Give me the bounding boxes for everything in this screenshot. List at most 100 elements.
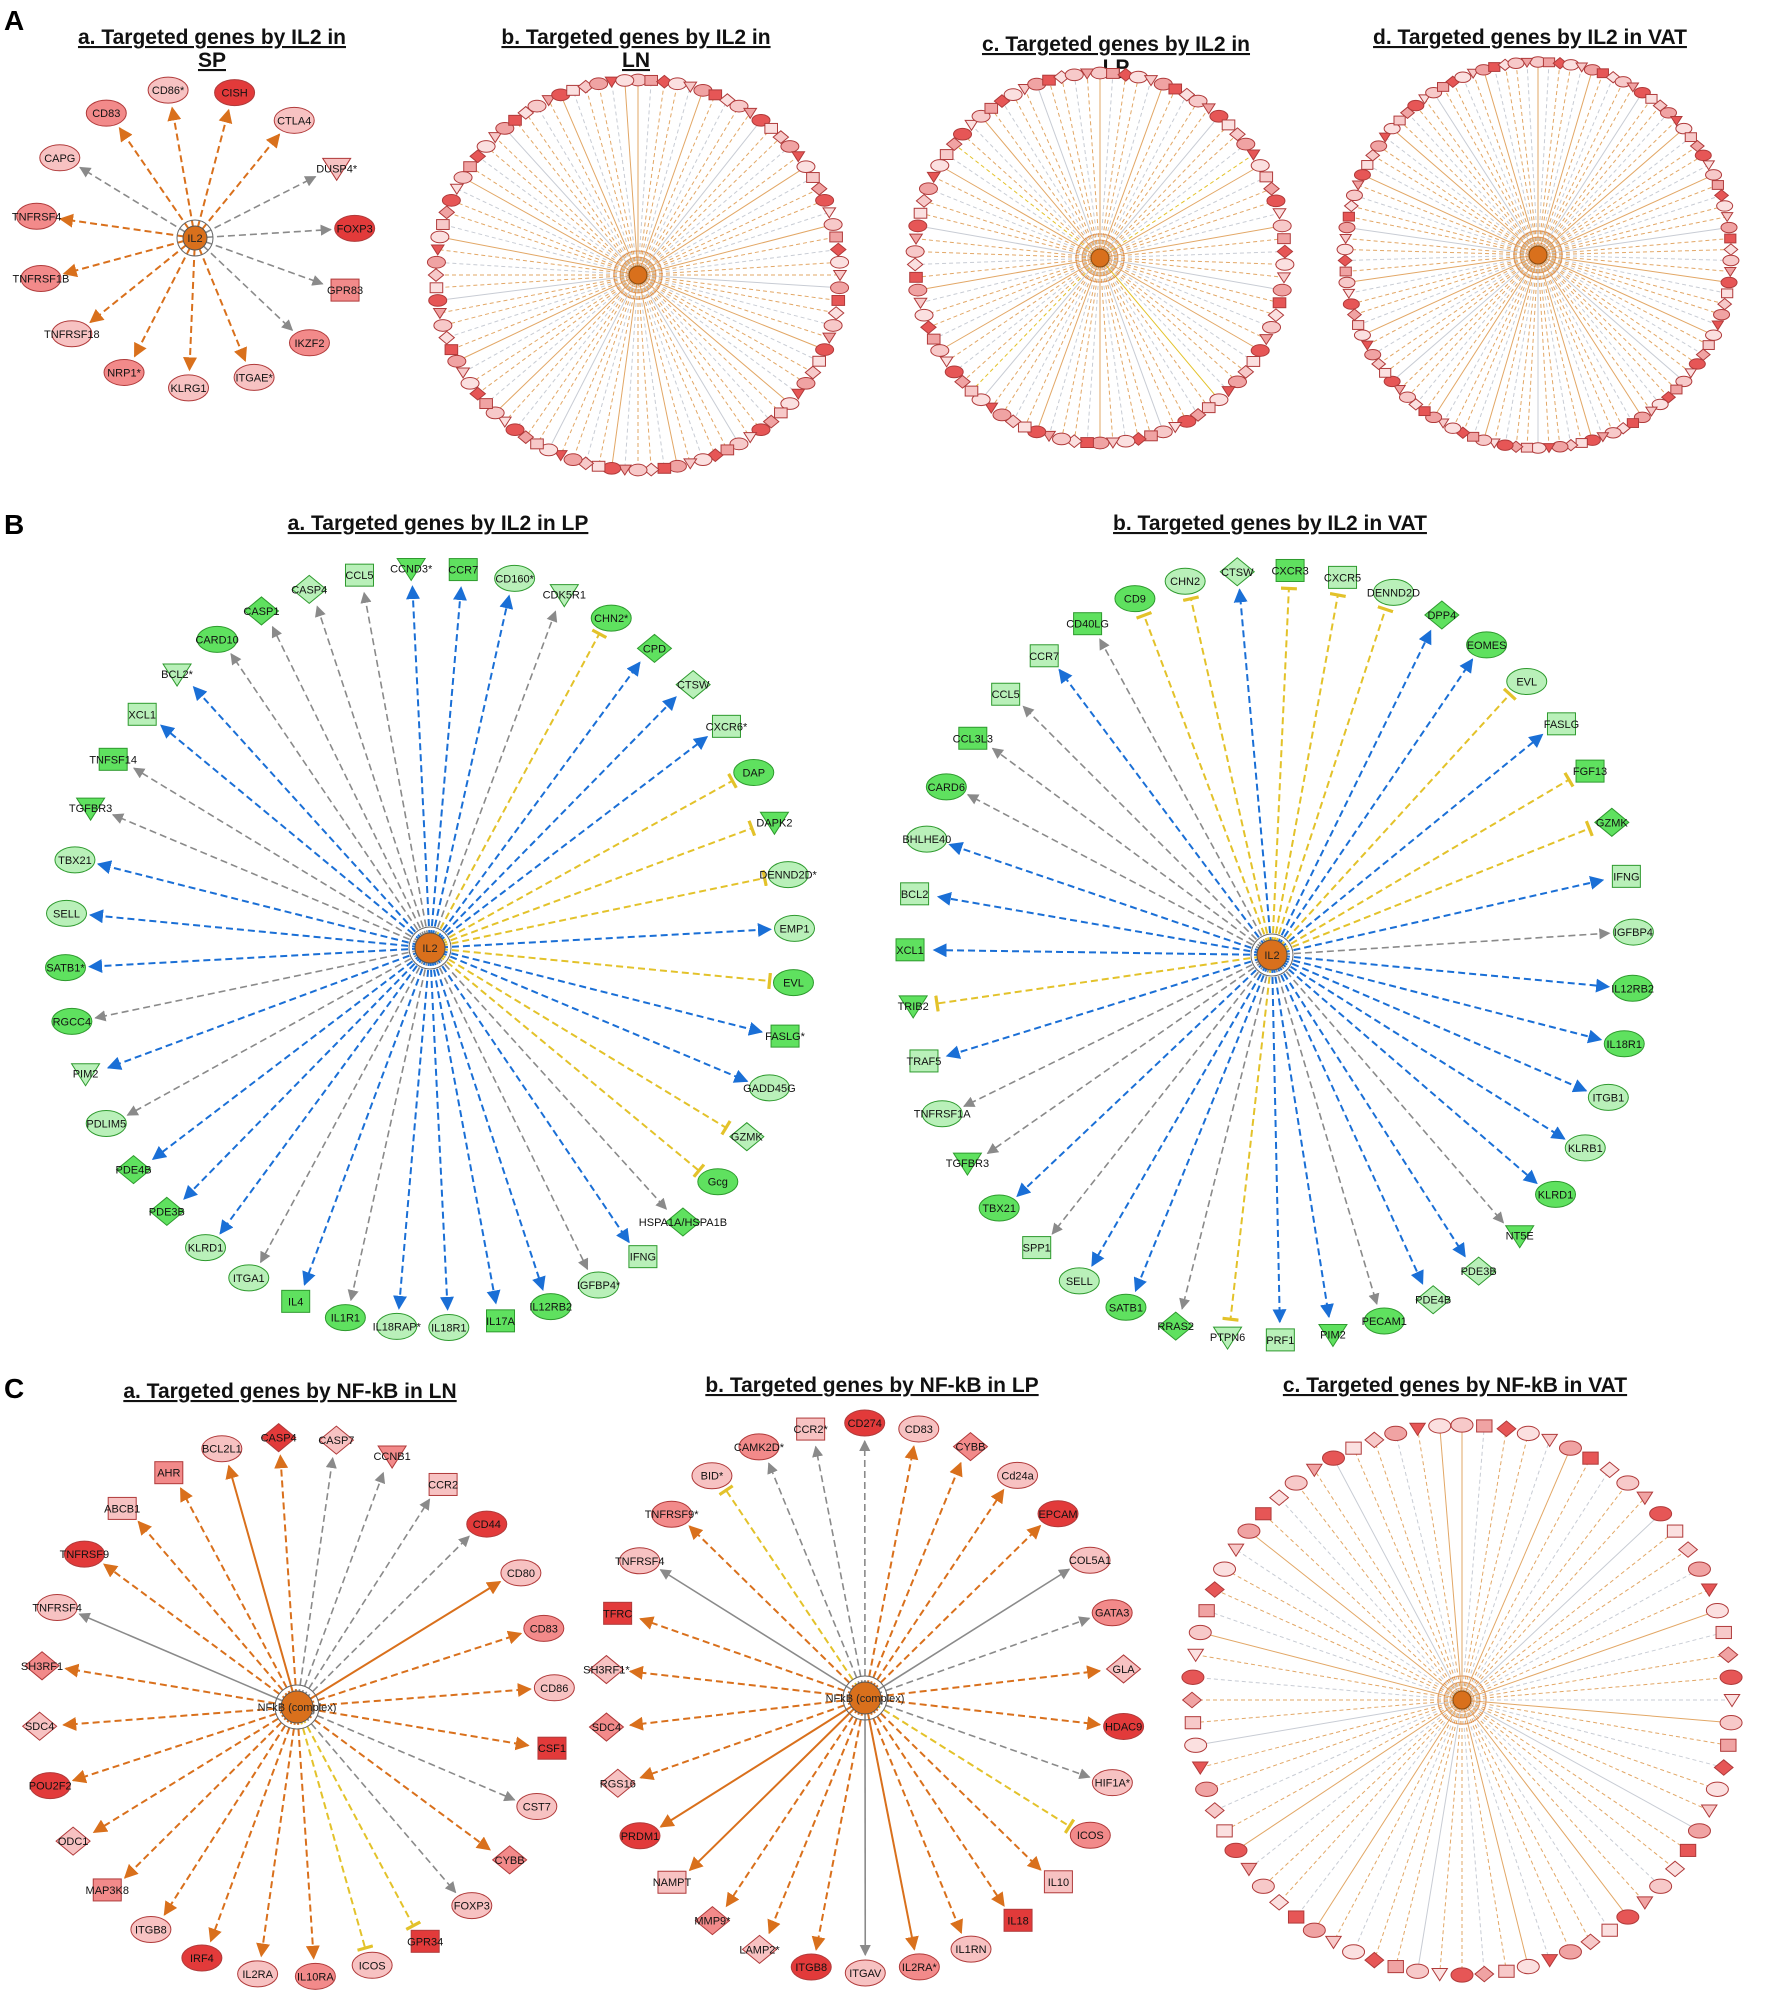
edge-a-lp [1099,257,1176,428]
gene-node-itgb1: ITGB1 [1587,1083,1629,1111]
gene-node [1236,137,1256,151]
edge-c-ln-irf4 [208,1706,298,1943]
edge-a-lp [928,257,1101,328]
gene-label: IL18R1 [1607,1039,1642,1051]
edge-a-vat [1537,69,1593,256]
edge-a-lp [920,257,1101,304]
gene-node [780,140,800,153]
edge-b-vat-tbx21 [1016,954,1273,1198]
gene-node-spp1: SPP1 [1022,1236,1052,1260]
gene-label: CYBB [956,1442,986,1454]
gene-label: CCND3* [390,564,433,576]
gene-label: GATA3 [1095,1608,1129,1620]
gene-node-casp7: CASP7 [318,1425,354,1455]
gene-node-ikzf2: IKZF2 [288,329,330,357]
gene-node-cd40lg: CD40LG [1066,612,1109,636]
edge-c-ln-csf1 [296,1706,530,1751]
gene-node [944,365,964,379]
gene-node [1722,254,1740,267]
edge-a-vat [1537,254,1728,294]
gene-node [953,127,973,141]
edge-b-vat-itgb1 [1271,954,1588,1093]
edge-c-vat [1461,1433,1529,1701]
gene-node [764,122,778,134]
edge-a-lp [915,238,1101,259]
gene-node-lamp2: LAMP2* [739,1934,780,1964]
title-a-ln-line2: LN [622,49,650,72]
gene-node [1418,406,1431,417]
title-a-lp: c. Targeted genes by IL2 in [982,33,1250,56]
edge-a-vat [1537,120,1677,256]
gene-node-casp4: CASP4 [261,1423,297,1453]
gene-node [810,181,828,196]
gene-node-il2ra: IL2RA* [898,1953,940,1981]
edge-a-ln [637,274,799,395]
edge-a-ln [598,83,639,276]
gene-label: CCR7 [448,565,478,577]
edge-a-vat [1415,105,1539,256]
edge-a-lp [1099,257,1114,443]
edge-a-lp [1099,154,1254,259]
edge-a-lp [915,257,1101,278]
gene-label: Cd24a [1001,1470,1034,1482]
edge-a-lp [1099,88,1176,259]
edge-b-vat-sell [1091,954,1273,1267]
gene-label: SDC4 [25,1721,54,1733]
edge-b-lp-igfbp4 [429,947,589,1271]
edge-a-vat [1537,128,1685,256]
gene-node [1713,189,1730,202]
edge-b-lp-dennd2d [429,869,768,949]
gene-label: MMP9* [694,1916,731,1928]
edge-b-lp-sell [89,909,431,949]
gene-label: IL18 [1007,1915,1028,1927]
gene-node [1436,82,1450,92]
edge-c-vat [1206,1610,1463,1701]
edge-a-vat [1537,92,1643,256]
edge-a-lp [1099,257,1220,401]
edge-b-lp-klrd1 [219,947,431,1235]
gene-node [1713,1759,1734,1776]
gene-label: IKZF2 [294,338,324,350]
gene-label: TNFRSF9 [60,1549,110,1561]
gene-node [485,406,505,420]
gene-node-il12rb2: IL12RB2 [529,1293,572,1321]
edge-a-vat [1424,254,1539,412]
gene-node [1720,212,1734,223]
gene-node [1398,391,1416,403]
gene-node [1342,1944,1366,1960]
gene-node [1705,169,1723,181]
gene-node [1720,276,1738,289]
gene-node [1189,407,1207,422]
edge-a-sp-gpr83 [194,237,324,286]
gene-node-tfrc: TFRC [603,1601,632,1625]
edge-a-vat [1537,216,1728,256]
gene-node [1364,1431,1385,1449]
edge-b-lp-gcg [429,947,706,1178]
panel-label-b: B [4,509,24,540]
gene-node [908,219,928,233]
gene-node [1346,308,1363,321]
edge-a-ln [637,188,820,276]
gene-label: ITGAV [849,1968,882,1980]
edge-a-lp [915,251,1101,259]
edge-a-lp [1099,212,1280,259]
gene-node-nt5e: NT5E [1504,1225,1535,1249]
gene-node [1516,1958,1540,1975]
edge-a-ln [637,211,830,276]
gene-node [469,149,487,164]
edge-a-ln [504,128,639,276]
edge-a-ln [436,261,639,276]
gene-label: KLRB1 [1568,1143,1603,1155]
gene-label: ITGB8 [795,1962,827,1974]
edge-a-lp [1099,257,1285,278]
edge-b-vat-ctsw [1233,588,1273,956]
edge-a-vat [1493,254,1539,444]
gene-node [1351,180,1365,191]
gene-node [1636,1896,1654,1910]
gene-label: HSPA1A/HSPA1B [639,1217,727,1229]
gene-node [1383,122,1401,135]
gene-label: SH3RF1 [21,1661,63,1673]
gene-node-cxcr6: CXCR6* [706,714,748,738]
gene-label: BHLHE40 [902,834,951,846]
gene-node [1201,402,1216,414]
